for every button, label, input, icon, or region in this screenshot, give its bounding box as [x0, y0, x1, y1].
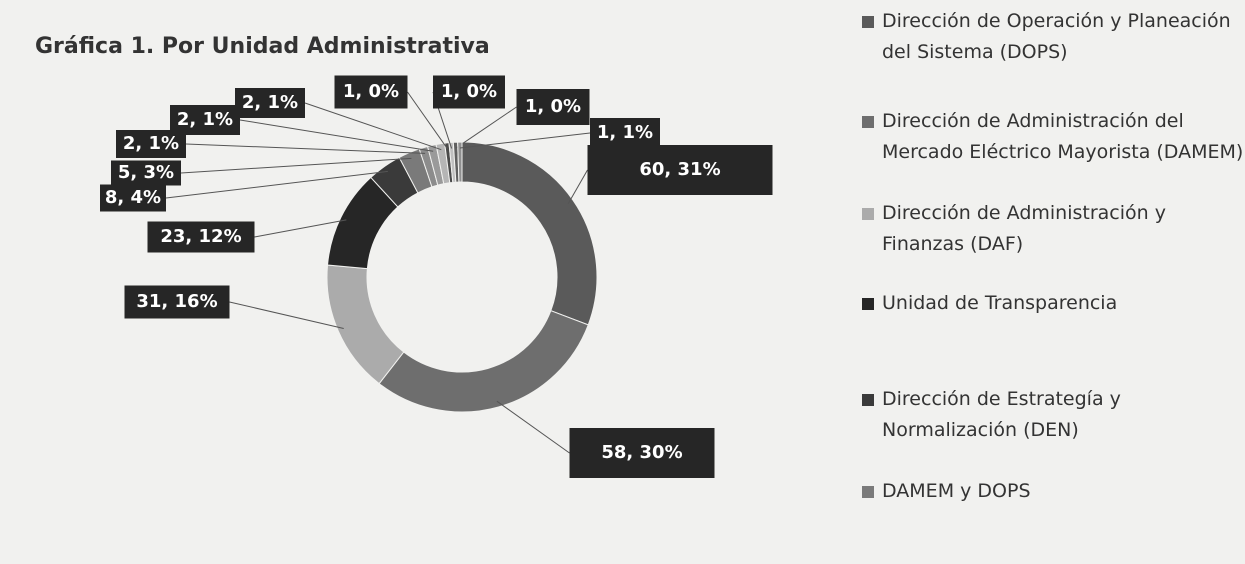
data-label: 31, 16% [136, 291, 217, 312]
legend-entry: DAMEM y DOPS [862, 476, 1245, 507]
data-label: 1, 1% [597, 122, 653, 143]
legend-label: Dirección de Operación y Planeación del … [882, 10, 1231, 63]
label-box [590, 118, 660, 148]
donut-segment [378, 310, 589, 413]
label-box [569, 428, 715, 478]
label-box [235, 88, 305, 118]
chart-title: Gráfica 1. Por Unidad Administrativa [35, 34, 490, 59]
data-label: 8, 4% [105, 187, 161, 208]
leader-line [567, 169, 588, 204]
legend-swatch [862, 208, 874, 220]
data-label: 1, 0% [441, 81, 497, 102]
legend-label: DAMEM y DOPS [882, 480, 1031, 502]
label-box [587, 145, 773, 195]
legend-swatch [862, 116, 874, 128]
data-label: 2, 1% [242, 92, 298, 113]
leader-line [229, 301, 344, 330]
label-box [433, 75, 505, 109]
legend-label: Dirección de Administración y Finanzas (… [882, 202, 1166, 255]
data-label: 2, 1% [177, 109, 233, 130]
legend-swatch [862, 298, 874, 310]
data-label: 60, 31% [639, 159, 720, 180]
label-box [334, 75, 408, 109]
legend-entry: Dirección de Operación y Planeación del … [862, 6, 1245, 68]
data-label: 58, 30% [601, 442, 682, 463]
legend-label: Dirección de Estrategía y Normalización … [882, 388, 1121, 441]
data-label: 5, 3% [118, 162, 174, 183]
legend-entry: Dirección de Administración del Mercado … [862, 106, 1245, 168]
donut-segment [457, 141, 463, 183]
leader-line [254, 219, 347, 238]
leader-line [407, 91, 448, 150]
legend-entry: Dirección de Estrategía y Normalización … [862, 384, 1245, 446]
leader-line [459, 132, 591, 149]
leader-line [165, 170, 388, 199]
leader-line [185, 143, 426, 154]
legend-swatch [862, 16, 874, 28]
legend-entry: Unidad de Transparencia [862, 288, 1245, 319]
label-box [147, 221, 255, 253]
data-label: 1, 0% [525, 96, 581, 117]
legend-entry: Dirección de Administración y Finanzas (… [862, 198, 1245, 260]
donut-segment [326, 264, 405, 385]
legend-swatch [862, 394, 874, 406]
label-box [170, 105, 240, 135]
donut-segment [461, 141, 598, 326]
leader-line [455, 106, 517, 149]
data-label: 23, 12% [160, 226, 241, 247]
label-box [111, 160, 181, 186]
leader-line [180, 157, 412, 174]
leader-line [239, 119, 434, 152]
data-label: 1, 0% [343, 81, 399, 102]
chart-svg: Gráfica 1. Por Unidad Administrativa 60,… [35, 34, 773, 478]
legend-swatch [862, 486, 874, 498]
leader-line [496, 400, 570, 454]
label-box [124, 285, 230, 319]
label-box [516, 89, 590, 125]
legend-label: Unidad de Transparencia [882, 292, 1118, 314]
leader-line [304, 102, 442, 151]
legend-label: Dirección de Administración del Mercado … [882, 110, 1244, 163]
label-box [100, 184, 166, 212]
data-label: 2, 1% [123, 133, 179, 154]
